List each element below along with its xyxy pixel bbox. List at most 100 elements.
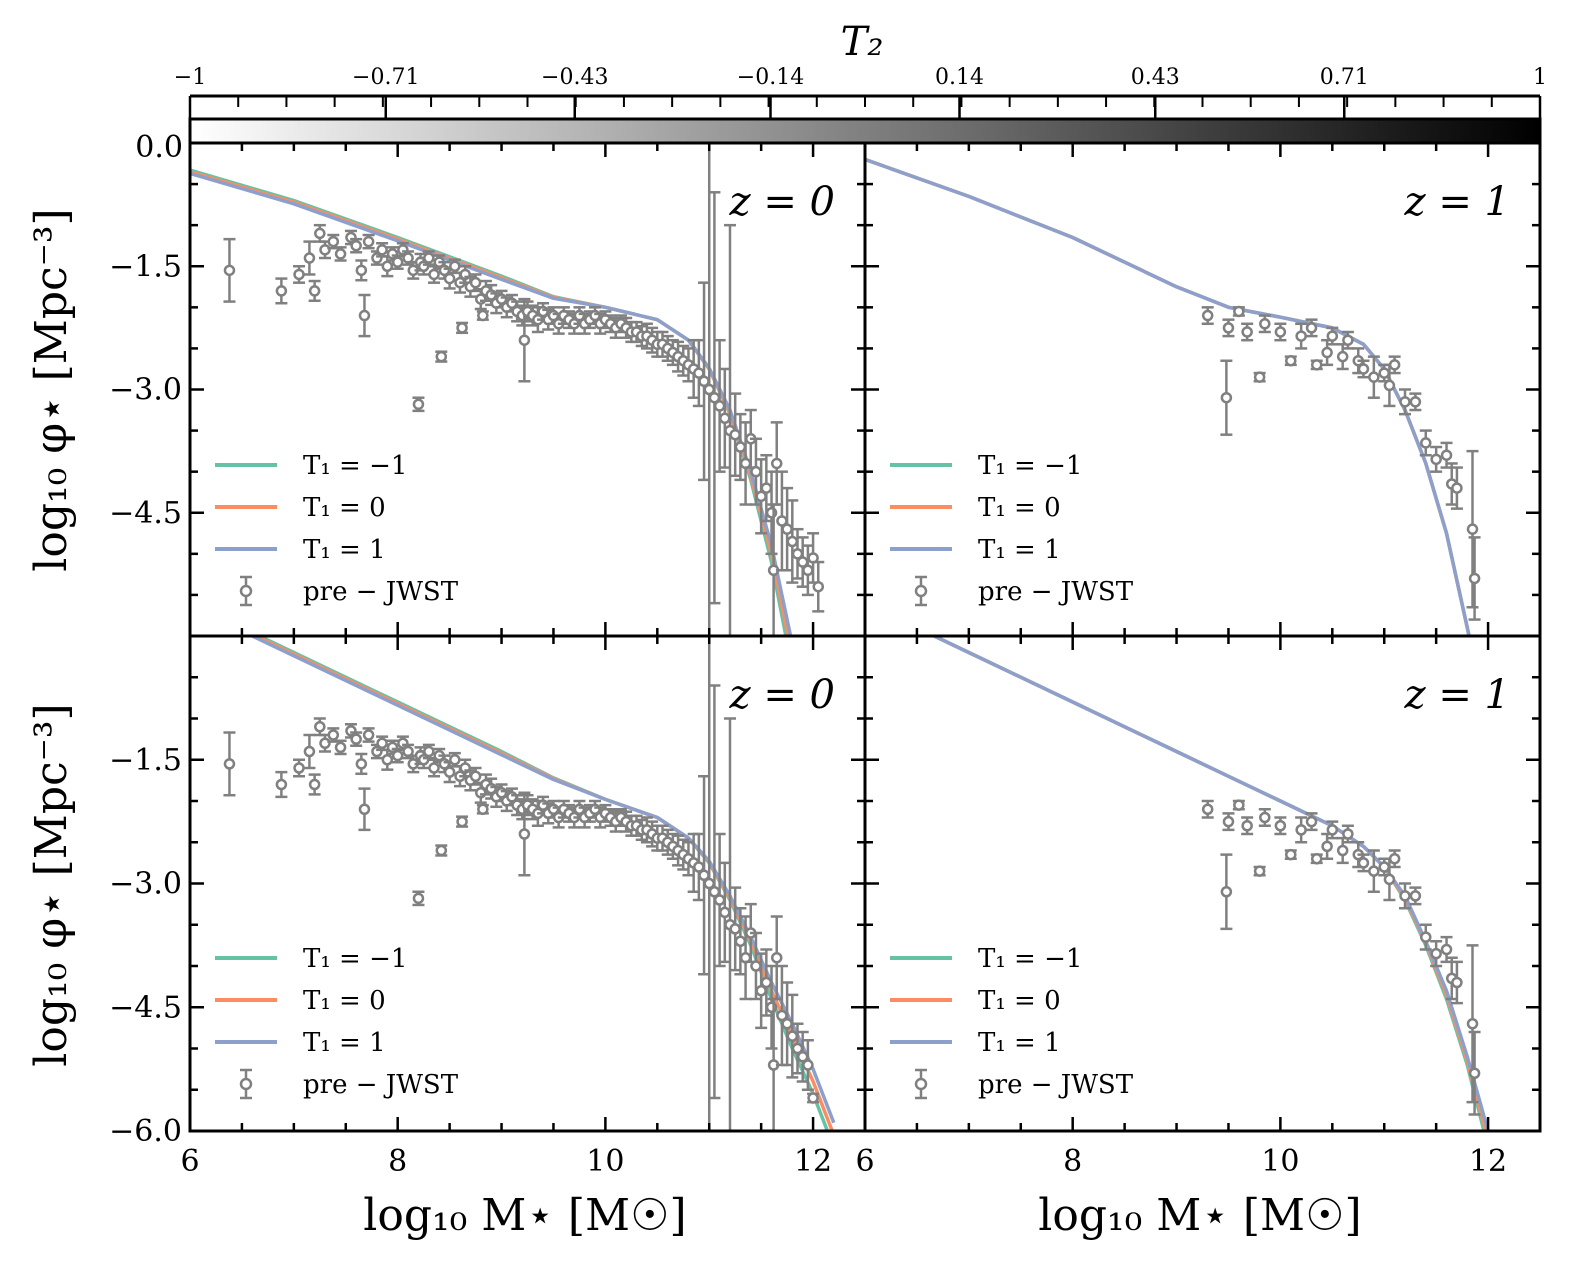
y-tick-label: −4.5 [109,990,182,1025]
data-point [327,235,340,248]
legend-marker [914,1077,928,1091]
data-point [1336,844,1349,857]
data-point [786,535,799,548]
data-point [1220,391,1233,404]
y-tick-label: −3.0 [109,373,182,408]
legend-label: T₁ = 0 [303,986,386,1016]
data-point [1383,873,1396,886]
data-point [456,815,468,828]
data-point [1310,853,1323,865]
y-tick-label: −1.5 [109,743,182,778]
data-point [734,441,747,453]
panel-plot-area [865,157,1481,636]
data-point [362,729,375,741]
panel-redshift-label: z = 1 [1404,179,1510,225]
data-point [1285,354,1297,367]
data-point [1420,437,1432,449]
series-line [930,636,1488,1131]
data-point [781,523,793,535]
data-point [1440,943,1453,956]
data-point [435,350,448,363]
x-tick-label: 6 [855,1144,874,1179]
data-point [1295,824,1307,836]
series-line [248,636,836,1124]
data-point [1259,318,1271,330]
data-point [770,952,783,964]
data-point [1468,572,1481,585]
legend: T₁ = −1 T₁ = 0 T₁ = 1 pre − JWST [890,451,1134,607]
y-tick-label: −6.0 [109,1114,182,1149]
x-axis-label-right: log₁₀ M⋆ [M☉] [1038,1190,1361,1241]
data-point [443,766,456,778]
y-axis-label-top: log₁₀ φ⋆ [Mpc⁻³] [26,208,77,571]
data-point [781,1018,793,1030]
data-point [469,770,482,782]
panel-plot-area [930,636,1490,1131]
data-point [1430,947,1442,960]
data-point [1409,890,1422,902]
data-point [449,260,461,272]
data-point [376,244,388,256]
data-point [1466,523,1479,535]
data-point [334,248,347,260]
data-point [362,235,375,248]
data-point [1378,861,1390,873]
x-axis-label-left: log₁₀ M⋆ [M☉] [363,1190,686,1241]
data-point [1201,803,1214,815]
legend-marker [914,584,928,598]
data-point [358,803,371,815]
data-point [1305,322,1318,334]
data-point [449,754,461,766]
data-point [719,906,731,919]
series-line [865,157,1471,636]
y-axis-label-bottom: log₁₀ φ⋆ [Mpc⁻³] [26,703,77,1066]
colorbar: T₂ −1 −0.71 −0.43 −0.14 0.14 0.43 0.71 1 0.0 [135,19,1547,165]
legend-label: T₁ = 0 [303,493,386,523]
data-point [713,894,726,906]
panel-plot-area [190,143,825,636]
legend-label: T₁ = −1 [303,944,407,974]
x-tick-label: 10 [586,1144,624,1179]
data-point [1241,820,1253,832]
data-point [1378,367,1390,379]
data-point [1466,1018,1479,1030]
colorbar-tick-label: 0.71 [1320,65,1369,90]
data-point [786,1030,799,1042]
x-tick-label: 10 [1261,1144,1299,1179]
data-point [423,745,435,758]
data-point [423,252,435,264]
panel-4: 6 8 10 12 z = 1 T₁ = −1 T₁ = 0 T₁ = 1 pre − JWST [855,634,1542,1179]
data-point [1295,330,1307,342]
data-point [1420,931,1432,943]
data-point [355,758,368,770]
panel-3: −1.5 −3.0 −4.5 −6.06 8 10 12 z = 0 T₁ = −1 T₁ = 0… [109,634,867,1179]
data-point [729,923,741,935]
legend-label: T₁ = 0 [978,493,1061,523]
legend-label: T₁ = −1 [978,451,1082,481]
data-point [1253,371,1266,383]
data-point [1326,824,1339,836]
x-tick-label: 8 [388,1144,407,1179]
data-point [1357,857,1370,869]
data-point [1357,363,1370,375]
series-line [865,157,1471,636]
data-point [334,741,347,754]
data-point [1388,359,1401,371]
data-point [1342,334,1354,346]
x-tick-label: 6 [180,1144,199,1179]
y-tick-label: −4.5 [109,496,182,531]
data-point [807,1092,819,1104]
data-point [1305,815,1318,828]
data-point [435,844,448,857]
data-point [1430,453,1442,466]
data-point [760,482,773,494]
legend-marker [239,1077,253,1091]
x-tick-label: 8 [1063,1144,1082,1179]
data-point [350,733,362,745]
legend-label: pre − JWST [303,1070,459,1100]
colorbar-tick-label: −0.71 [352,65,419,90]
data-point [1321,346,1333,359]
colorbar-ticks: −1 −0.71 −0.43 −0.14 0.14 0.43 0.71 1 [174,65,1547,119]
legend: T₁ = −1 T₁ = 0 T₁ = 1 pre − JWST [890,944,1134,1100]
data-point [412,398,425,411]
